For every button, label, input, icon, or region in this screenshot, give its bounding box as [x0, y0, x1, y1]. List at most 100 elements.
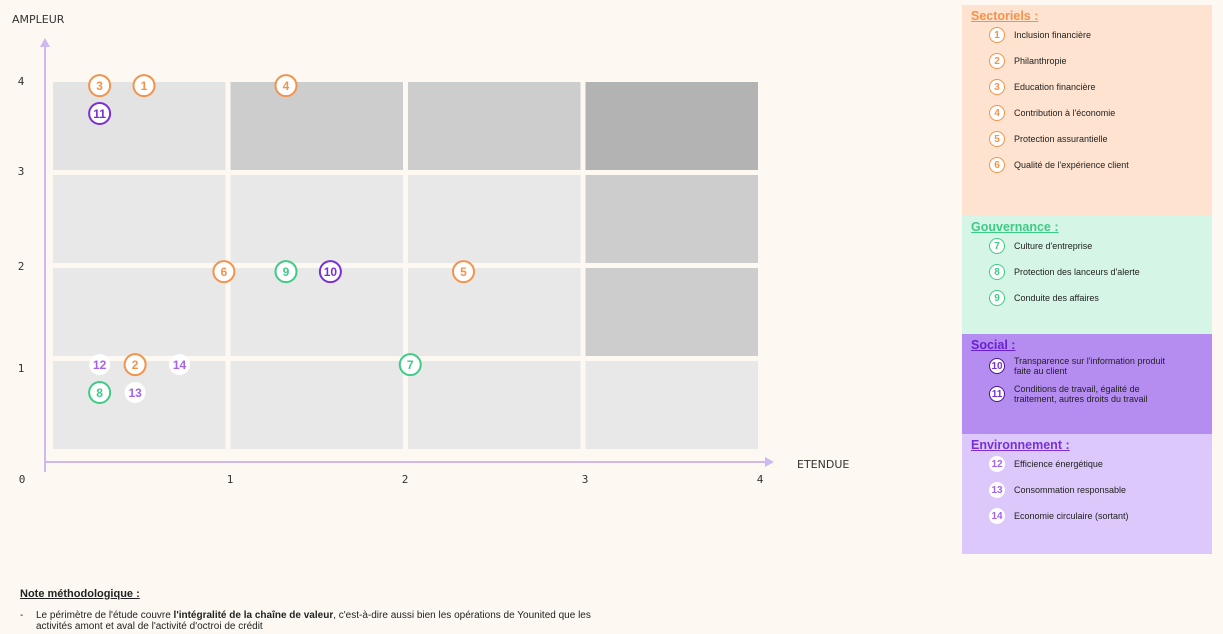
legend-title-sectoriels: Sectoriels :: [971, 9, 1039, 23]
data-point-10: 10: [318, 260, 342, 284]
point-marker: [398, 353, 422, 377]
note-text-bold: l'intégralité de la chaîne de valeur: [173, 610, 334, 621]
legend-title-social: Social :: [971, 338, 1016, 352]
legend-badge: 8: [989, 264, 1005, 280]
y-axis-arrow: [40, 38, 50, 47]
legend-badge: 10: [989, 358, 1005, 374]
legend-title-gouvernance: Gouvernance :: [971, 220, 1059, 234]
legend-label: Protection assurantielle: [1014, 134, 1108, 144]
y-tick-label: 3: [18, 165, 25, 178]
point-label: 13: [128, 386, 142, 400]
legend-item-8: 8 Protection des lanceurs d'alerte: [989, 264, 1204, 280]
grid-cell: [230, 268, 403, 356]
legend-section-environnement: Environnement : 12 Efficience énergétique…: [962, 434, 1212, 554]
grid-cells: [53, 82, 758, 449]
legend-label: Protection des lanceurs d'alerte: [1014, 267, 1140, 277]
point-label: 4: [283, 79, 290, 93]
data-point-8: 8: [88, 381, 112, 404]
note-dash: -: [20, 610, 24, 621]
point-label: 3: [96, 79, 103, 93]
grid-cell: [585, 268, 758, 356]
y-axis-label: AMPLEUR: [12, 13, 65, 26]
legend-badge: 2: [989, 53, 1005, 69]
data-point-1: 1: [132, 74, 156, 98]
legend-badge: 14: [989, 508, 1005, 524]
point-marker: [88, 381, 112, 404]
data-point-3: 3: [88, 74, 112, 98]
point-marker: [318, 260, 342, 284]
grid-cell: [585, 361, 758, 449]
note-text-line2: activités amont et aval de l'activité d'…: [36, 621, 263, 632]
point-marker: [169, 354, 190, 376]
legend-label: Transparence sur l'information produit f…: [1014, 356, 1165, 376]
legend-badge: 5: [989, 131, 1005, 147]
note-text-before: Le périmètre de l'étude couvre: [36, 610, 174, 621]
note-title: Note méthodologique :: [20, 588, 140, 600]
note-line-1: - Le périmètre de l'étude couvre l'intég…: [20, 610, 780, 621]
legend-badge: 9: [989, 290, 1005, 306]
legend-label: Education financière: [1014, 82, 1096, 92]
point-label: 14: [173, 358, 187, 372]
grid-cell: [408, 268, 581, 356]
note-text: Le périmètre de l'étude couvre l'intégra…: [36, 610, 591, 621]
legend-item-13: 13 Consommation responsable: [989, 482, 1204, 498]
x-axis-label: ETENDUE: [797, 458, 849, 471]
data-point-13: 13: [124, 382, 146, 403]
axes: AMPLEUR ETENDUE: [12, 13, 849, 472]
legend-badge: 6: [989, 157, 1005, 173]
legend-section-sectoriels: Sectoriels : 1 Inclusion financière 2 Phila…: [962, 5, 1212, 216]
grid-cell: [408, 361, 581, 449]
legend-badge: 3: [989, 79, 1005, 95]
y-tick-label: 4: [18, 75, 25, 88]
legend-title-environnement: Environnement :: [971, 438, 1070, 452]
grid-cell: [230, 361, 403, 449]
data-point-2: 2: [123, 353, 147, 377]
point-marker: [274, 260, 298, 284]
legend-label: Philanthropie: [1014, 56, 1067, 66]
legend-badge: 1: [989, 27, 1005, 43]
legend-item-5: 5 Protection assurantielle: [989, 131, 1204, 147]
data-point-5: 5: [452, 260, 475, 284]
data-point-9: 9: [274, 260, 298, 284]
legend-badge: 12: [989, 456, 1005, 472]
x-tick-label: 4: [757, 473, 764, 486]
legend-item-9: 9 Conduite des affaires: [989, 290, 1204, 306]
point-label: 7: [407, 358, 414, 372]
point-marker: [452, 260, 475, 284]
legend-item-2: 2 Philanthropie: [989, 53, 1204, 69]
legend-items-sectoriels: 1 Inclusion financière 2 Philanthropie 3 Educ…: [971, 27, 1204, 173]
point-label: 8: [96, 386, 103, 400]
data-point-11: 11: [88, 102, 112, 125]
legend-badge: 7: [989, 238, 1005, 254]
grid-cell: [230, 175, 403, 263]
point-label: 2: [132, 358, 139, 372]
legend-label: Culture d'entreprise: [1014, 241, 1093, 251]
legend-item-12: 12 Efficience énergétique: [989, 456, 1204, 472]
data-point-14: 14: [169, 354, 190, 376]
legend-badge: 11: [989, 386, 1005, 402]
point-label: 11: [93, 107, 106, 121]
point-marker: [124, 382, 146, 403]
grid-cell: [53, 268, 226, 356]
legend-item-11: 11 Conditions de travail, égalité de trai…: [989, 384, 1204, 404]
legend-item-10: 10 Transparence sur l'information produit…: [989, 356, 1204, 376]
legend-label: Economie circulaire (sortant): [1014, 511, 1129, 521]
legend-item-1: 1 Inclusion financière: [989, 27, 1204, 43]
point-marker: [88, 102, 112, 125]
x-tick-label: 3: [582, 473, 589, 486]
grid-cell: [230, 82, 403, 170]
point-label: 5: [460, 265, 467, 279]
point-marker: [212, 260, 236, 284]
point-marker: [89, 354, 111, 376]
x-tick-label: 0: [19, 473, 26, 486]
point-label: 9: [283, 265, 290, 279]
legend-label: Conditions de travail, égalité de traite…: [1014, 384, 1148, 404]
legend-items-gouvernance: 7 Culture d'entreprise 8 Protection des lan…: [971, 238, 1204, 306]
point-label: 6: [221, 265, 228, 279]
grid-cell: [408, 82, 581, 170]
note-text-after: , c'est-à-dire aussi bien les opérations…: [333, 610, 591, 621]
point-marker: [123, 353, 147, 377]
legend-section-social: Social : 10 Transparence sur l'informatio…: [962, 334, 1212, 434]
grid-cell: [585, 82, 758, 170]
